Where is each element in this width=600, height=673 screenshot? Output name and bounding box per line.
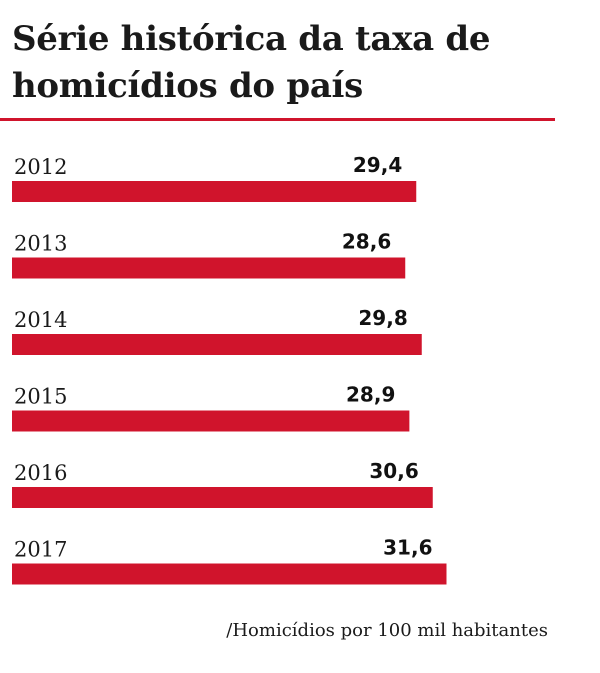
bar-2015: [12, 410, 410, 432]
bar-2016: [12, 487, 433, 508]
bar-2012: [12, 181, 417, 202]
unit-footnote: /Homicídios por 100 mil habitantes: [226, 620, 548, 641]
value-label-2016: 30,6: [369, 459, 418, 483]
category-label-2015: 2015: [14, 385, 67, 409]
category-label-2017: 2017: [14, 538, 67, 562]
bar-2013: [12, 257, 406, 279]
bar-2014: [12, 334, 422, 355]
value-label-2014: 29,8: [358, 306, 407, 330]
category-label-2012: 2012: [14, 155, 67, 179]
value-label-2017: 31,6: [383, 536, 432, 560]
category-label-2016: 2016: [14, 461, 67, 485]
bar-2017: [12, 563, 447, 585]
value-label-2015: 28,9: [346, 383, 395, 407]
title-divider: [0, 118, 555, 121]
category-label-2013: 2013: [14, 232, 67, 256]
chart-title: Série histórica da taxa de homicídios do…: [12, 19, 491, 106]
value-label-2012: 29,4: [353, 153, 402, 177]
category-label-2014: 2014: [14, 308, 67, 332]
bar-chart: 2012 29,4 2013 28,6 2014 29,8 2015 28,9 2016 30,6…: [12, 153, 447, 585]
value-label-2013: 28,6: [342, 230, 391, 254]
